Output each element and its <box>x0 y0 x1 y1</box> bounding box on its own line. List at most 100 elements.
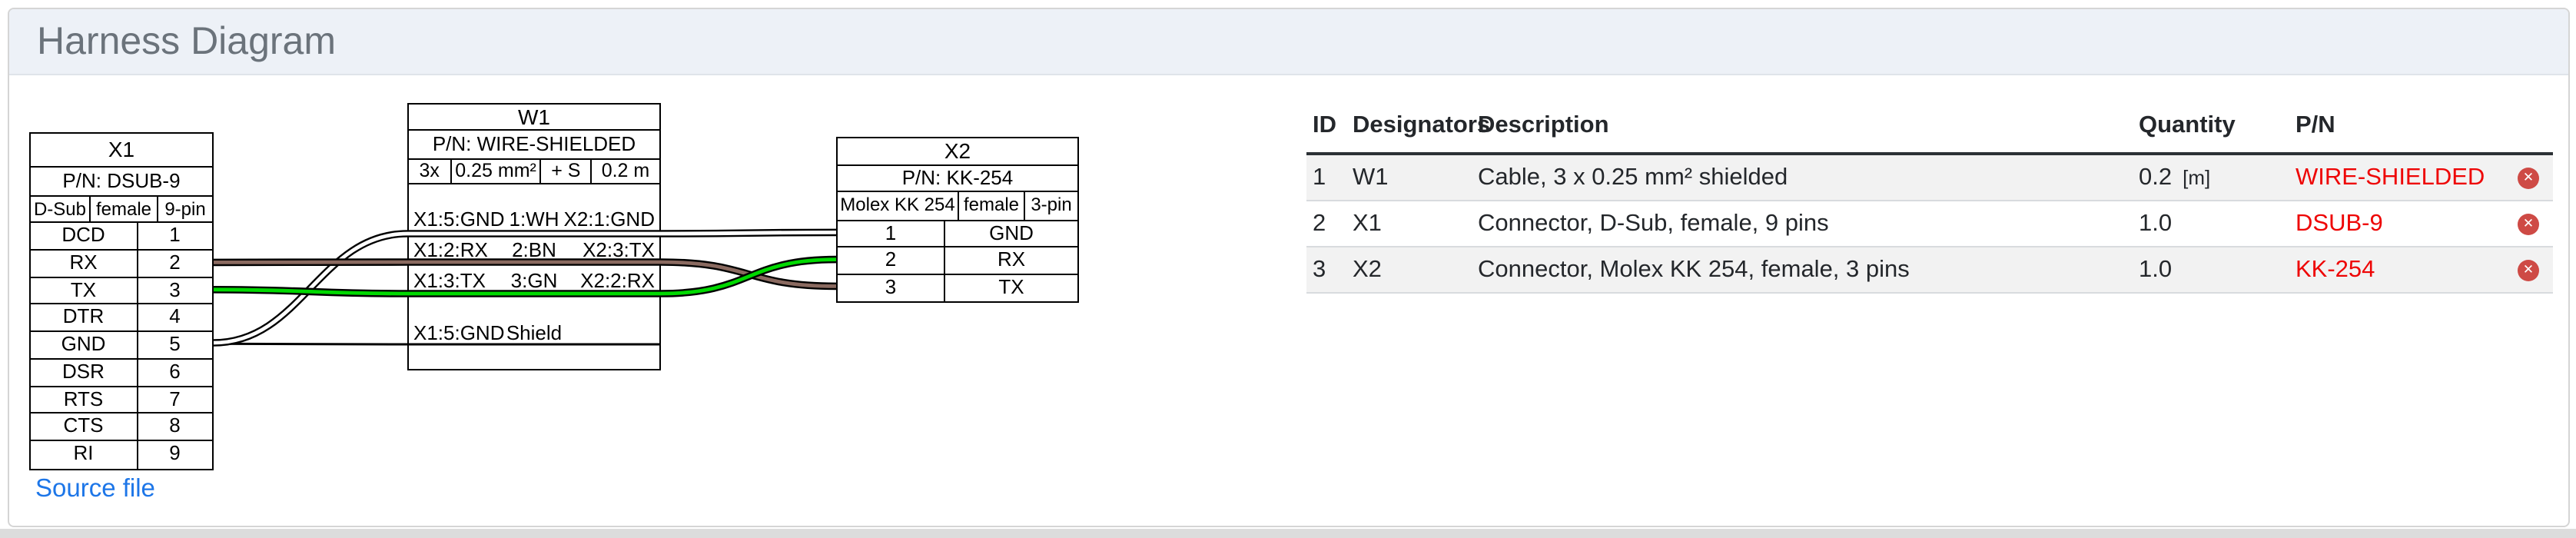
x1-title: X1 <box>108 136 135 161</box>
page-title: Harness Diagram <box>37 20 337 63</box>
pin-number: 2 <box>838 247 945 273</box>
pin-name: RI <box>31 441 138 469</box>
bom-row-x2: 3 X2 Connector, Molex KK 254, female, 3 … <box>1306 247 2553 294</box>
wire-label-row: X1:2:RX 2:BN X2:3:TX <box>410 239 658 259</box>
x2-pin-row: 2 RX <box>838 247 1077 274</box>
shield-label: Shield <box>506 320 563 344</box>
pin-number: 2 <box>169 250 181 274</box>
x1-type: D-Sub <box>31 196 91 221</box>
x-icon: ✕ <box>2522 170 2535 185</box>
col-header-designators: Designators <box>1353 111 1491 138</box>
cell-id: 3 <box>1313 256 1326 282</box>
pin-name: TX <box>998 274 1024 297</box>
pin-name: GND <box>989 221 1034 244</box>
cell-quantity: 1.0 <box>2133 256 2289 284</box>
pin-number: 1 <box>169 223 181 246</box>
wire-to: X2:3:TX <box>583 237 655 261</box>
x1-pin-row: RI 9 <box>31 441 212 469</box>
shield-label-row: X1:5:GND Shield <box>410 322 658 342</box>
wire-label-row: X1:3:TX 3:GN X2:2:RX <box>410 271 658 291</box>
delete-row-button[interactable]: ✕ <box>2518 259 2539 281</box>
x1-pin-row: CTS 8 <box>31 413 212 442</box>
card-header: Harness Diagram <box>9 9 2568 75</box>
quantity-value: 1.0 <box>2139 256 2173 282</box>
wire-to: X2:1:GND <box>563 208 656 231</box>
pin-name: GND <box>31 332 138 358</box>
w1-gauge: 0.25 mm² <box>451 159 542 183</box>
w1-wirecount: 3x <box>409 159 452 183</box>
pin-name: CTS <box>31 413 138 440</box>
pin-name: TX <box>31 277 138 304</box>
bom-header-row: ID Designators Description Quantity P/N <box>1306 98 2553 155</box>
bom-row-x1: 2 X1 Connector, D-Sub, female, 9 pins 1.… <box>1306 201 2553 247</box>
cell-id: 1 <box>1313 164 1326 190</box>
source-file-link[interactable]: Source file <box>35 475 155 503</box>
wire-label-row: X1:5:GND 1:WH X2:1:GND <box>410 209 658 229</box>
wire-id-color: 1:WH <box>509 208 559 231</box>
x1-pin-row: DCD 1 <box>31 223 212 251</box>
w1-wire-area: X1:5:GND 1:WH X2:1:GND X1:2:RX 2:BN X2:3… <box>409 184 659 369</box>
pin-number: 6 <box>169 359 181 383</box>
page-bottom-strip <box>0 528 2576 538</box>
x2-type: Molex KK 254 <box>838 192 959 219</box>
cell-designators: X1 <box>1353 210 1382 236</box>
cell-designators: W1 <box>1353 164 1389 190</box>
x-icon: ✕ <box>2522 262 2535 277</box>
bom-row-w1: 1 W1 Cable, 3 x 0.25 mm² shielded 0.2 [m]… <box>1306 155 2553 201</box>
cell-quantity: 1.0 <box>2133 210 2289 237</box>
quantity-value: 1.0 <box>2139 210 2173 236</box>
bom-table: ID Designators Description Quantity P/N … <box>1306 98 2553 294</box>
x-icon: ✕ <box>2522 216 2535 231</box>
cell-designators: X2 <box>1353 256 1382 282</box>
connector-x1-table: X1 P/N: DSUB-9 D-Sub female 9-pin DCD 1 R… <box>29 131 214 470</box>
x1-pn: P/N: DSUB-9 <box>62 168 181 191</box>
cell-description: Connector, Molex KK 254, female, 3 pins <box>1478 256 1910 282</box>
cell-pn: KK-254 <box>2295 256 2375 282</box>
col-header-quantity: Quantity <box>2139 111 2236 138</box>
pin-number: 4 <box>169 304 181 328</box>
pin-name: DSR <box>31 359 138 386</box>
delete-row-button[interactable]: ✕ <box>2518 167 2539 188</box>
w1-length: 0.2 m <box>601 159 650 181</box>
pin-name: DCD <box>31 223 138 249</box>
pin-name: RTS <box>31 387 138 413</box>
pin-name: RX <box>31 250 138 277</box>
x1-pin-row: DSR 6 <box>31 359 212 387</box>
cable-w1-table: W1 P/N: WIRE-SHIELDED 3x 0.25 mm² + S 0.… <box>407 102 661 370</box>
delete-row-button[interactable]: ✕ <box>2518 213 2539 234</box>
col-header-pn: P/N <box>2295 111 2335 138</box>
x1-pin-row: DTR 4 <box>31 304 212 333</box>
w1-shield-flag: + S <box>542 159 592 183</box>
x1-gender: female <box>91 196 158 221</box>
col-header-id: ID <box>1313 111 1336 138</box>
x1-pin-row: TX 3 <box>31 277 212 305</box>
x1-pin-row: GND 5 <box>31 332 212 360</box>
x2-title: X2 <box>944 138 971 163</box>
x2-pn: P/N: KK-254 <box>901 165 1014 188</box>
x1-pin-row: RTS 7 <box>31 387 212 414</box>
w1-title: W1 <box>518 104 550 128</box>
x2-pincount: 3-pin <box>1031 194 1072 215</box>
wire-to: X2:2:RX <box>580 269 655 292</box>
pin-number: 3 <box>838 274 945 301</box>
x2-gender: female <box>959 192 1025 219</box>
cell-description: Connector, D-Sub, female, 9 pins <box>1478 210 1829 236</box>
pin-number: 7 <box>169 387 181 410</box>
quantity-value: 0.2 <box>2139 164 2173 190</box>
pin-number: 1 <box>838 221 945 246</box>
x1-pincount: 9-pin <box>164 198 206 219</box>
w1-pn: P/N: WIRE-SHIELDED <box>432 132 636 155</box>
cell-pn: DSUB-9 <box>2295 210 2383 236</box>
col-header-description: Description <box>1478 111 1609 138</box>
x2-pin-row: 3 TX <box>838 274 1077 301</box>
connector-x2-table: X2 P/N: KK-254 Molex KK 254 female 3-pin… <box>836 137 1079 303</box>
pin-number: 5 <box>169 332 181 356</box>
pin-name: DTR <box>31 304 138 331</box>
pin-number: 8 <box>169 413 181 437</box>
wire-from: X1:5:GND <box>413 208 505 231</box>
pin-number: 3 <box>169 277 181 301</box>
pin-name: RX <box>997 247 1026 271</box>
x1-pin-row: RX 2 <box>31 250 212 278</box>
